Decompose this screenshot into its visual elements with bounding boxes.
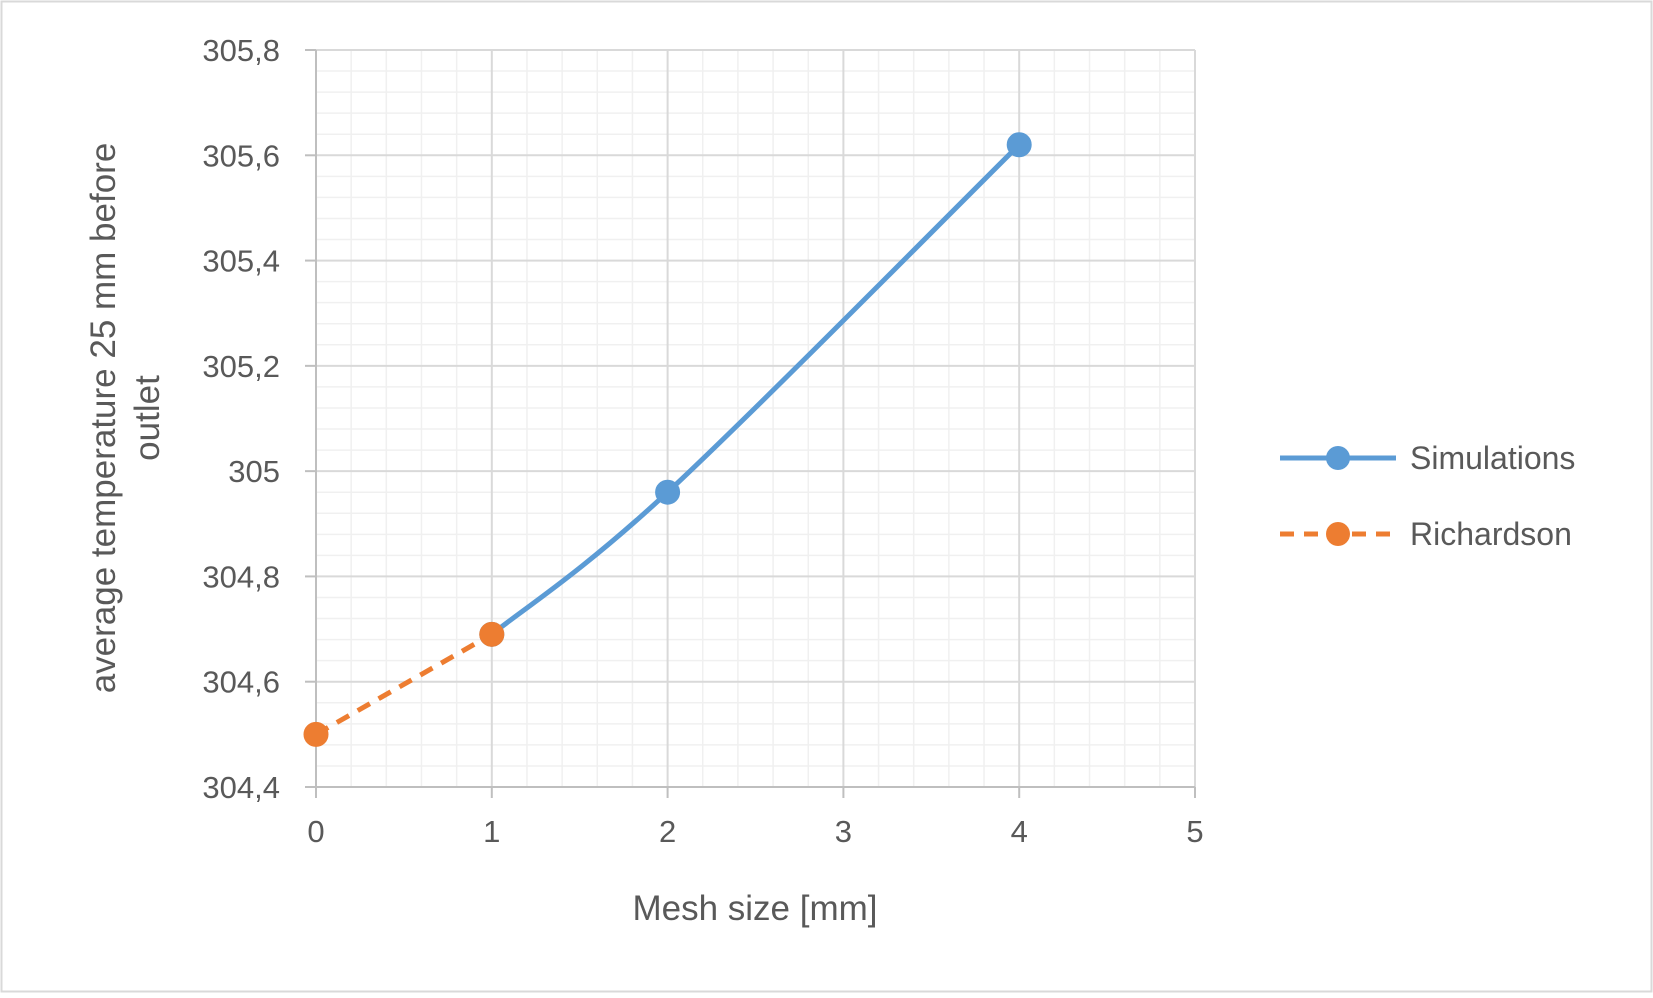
- series-line-simulations: [489, 142, 1022, 637]
- legend: Simulations Richardson: [1280, 440, 1575, 552]
- x-tick-label: 1: [483, 814, 500, 849]
- data-point-richardson: [479, 621, 505, 647]
- y-tick-label: 305,6: [202, 138, 280, 173]
- data-point-richardson: [303, 721, 329, 747]
- x-axis-title: Mesh size [mm]: [632, 889, 877, 928]
- legend-marker-simulations: [1326, 446, 1350, 470]
- x-tick-label: 4: [1011, 814, 1028, 849]
- x-tick-label: 0: [307, 814, 324, 849]
- y-tick-label: 304,6: [202, 665, 280, 700]
- y-axis-title-line-1: average temperature 25 mm before: [84, 143, 123, 694]
- series-line-richardson: [314, 632, 494, 737]
- y-tick-label: 305,4: [202, 244, 280, 279]
- series-layer: [303, 132, 1032, 747]
- axes: [305, 49, 1196, 798]
- legend-label-simulations: Simulations: [1410, 440, 1575, 476]
- data-point-simulations: [655, 479, 681, 505]
- x-tick-label: 5: [1186, 814, 1203, 849]
- legend-label-richardson: Richardson: [1410, 516, 1572, 552]
- x-tick-label: 3: [835, 814, 852, 849]
- y-axis-title-line-2: outlet: [128, 375, 167, 461]
- x-tick-labels: 0 1 2 3 4 5: [307, 814, 1203, 849]
- y-tick-label: 304,4: [202, 770, 280, 805]
- y-tick-label: 305: [228, 454, 280, 489]
- y-tick-label: 305,8: [202, 33, 280, 68]
- major-grid: [315, 49, 1196, 788]
- x-tick-label: 2: [659, 814, 676, 849]
- y-tick-label: 305,2: [202, 349, 280, 384]
- y-tick-label: 304,8: [202, 559, 280, 594]
- legend-marker-richardson: [1326, 522, 1350, 546]
- y-tick-labels: 304,4 304,6 304,8 305 305,2 305,4 305,6 305,8: [202, 33, 280, 805]
- y-axis-title: average temperature 25 mm before outlet: [84, 143, 167, 694]
- data-point-simulations: [1006, 132, 1032, 158]
